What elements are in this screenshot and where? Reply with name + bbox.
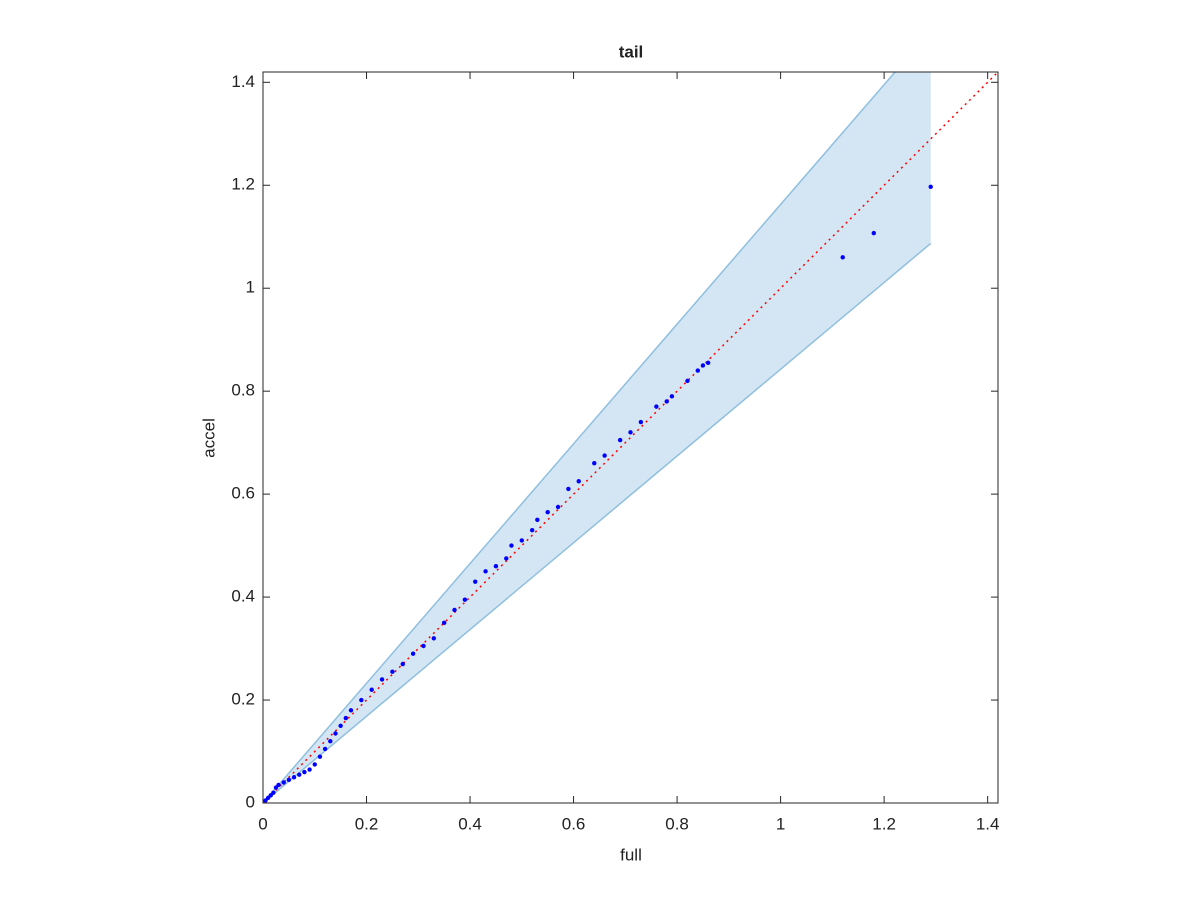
- band-upper-edge: [263, 72, 897, 803]
- data-point: [928, 184, 933, 189]
- data-point: [400, 661, 405, 667]
- y-tick-label: 0: [246, 792, 255, 811]
- data-point: [291, 775, 297, 780]
- data-point: [669, 394, 675, 399]
- y-tick-label: 0.4: [231, 587, 255, 606]
- data-point: [369, 687, 374, 692]
- data-point: [302, 769, 307, 775]
- data-point: [390, 669, 395, 674]
- data-point: [493, 563, 499, 569]
- data-point: [685, 378, 690, 384]
- data-point: [431, 636, 437, 641]
- data-point: [555, 504, 561, 510]
- data-point: [348, 708, 354, 713]
- x-tick-label: 0.6: [562, 814, 586, 833]
- data-point: [452, 607, 457, 613]
- data-point: [483, 569, 488, 574]
- y-axis-label: accel: [199, 418, 218, 458]
- data-point: [628, 430, 633, 435]
- data-point: [664, 399, 669, 404]
- data-point: [617, 437, 623, 443]
- y-tick-label: 0.6: [231, 484, 255, 503]
- x-tick-label: 0.4: [458, 814, 482, 833]
- data-point: [602, 453, 607, 458]
- data-point: [307, 767, 312, 772]
- x-tick-label: 1.2: [872, 814, 896, 833]
- x-axis-label: full: [620, 845, 642, 864]
- x-tick-label: 1: [776, 814, 785, 833]
- data-point: [271, 790, 276, 795]
- data-point: [654, 404, 659, 409]
- data-point: [297, 772, 302, 777]
- data-point: [281, 780, 286, 785]
- data-point: [359, 697, 364, 703]
- y-tick-label: 0.2: [231, 690, 255, 709]
- data-point: [317, 754, 323, 759]
- data-point: [638, 419, 644, 425]
- data-point: [441, 620, 447, 626]
- x-tick-label: 0.8: [665, 814, 689, 833]
- data-point: [286, 777, 292, 783]
- data-point: [322, 746, 328, 752]
- axes-box: [262, 71, 999, 804]
- data-point: [695, 368, 700, 373]
- data-point: [592, 461, 597, 466]
- x-tick-label: 0: [258, 814, 267, 833]
- data-point: [545, 509, 550, 515]
- data-point: [700, 363, 706, 368]
- plot-area: [263, 72, 998, 803]
- data-point: [473, 579, 478, 584]
- y-tick-label: 1.4: [231, 72, 255, 91]
- data-point: [462, 597, 468, 602]
- data-point: [535, 517, 540, 523]
- confidence-band: [263, 72, 931, 803]
- data-point: [705, 360, 711, 366]
- y-tick-label: 1: [246, 278, 255, 297]
- data-point: [519, 538, 525, 543]
- y-tick-label: 0.8: [231, 381, 255, 400]
- data-point: [312, 762, 317, 767]
- x-tick-label: 1.4: [976, 814, 1000, 833]
- data-point: [338, 723, 343, 728]
- data-point: [328, 739, 333, 744]
- data-point: [504, 556, 509, 561]
- y-tick-label: 1.2: [231, 175, 255, 194]
- data-point: [343, 715, 349, 721]
- band-lower-edge: [263, 242, 932, 803]
- axes: 0 0.2 0.4 0.6 0.8 1 1.2 1.4 0 0.2 0.4 0.6 0.8 1 1.2 1.4: [231, 71, 1000, 833]
- data-point: [333, 731, 338, 736]
- data-point: [509, 543, 514, 548]
- data-point: [529, 527, 535, 533]
- data-point: [276, 782, 281, 788]
- data-point: [379, 677, 385, 682]
- x-tick-label: 0.2: [355, 814, 379, 833]
- data-point: [871, 230, 876, 236]
- data-point: [410, 651, 416, 656]
- data-point: [566, 486, 571, 492]
- data-point: [421, 643, 426, 649]
- data-point: [840, 255, 845, 260]
- data-point: [576, 479, 581, 484]
- chart-title: tail: [619, 42, 644, 61]
